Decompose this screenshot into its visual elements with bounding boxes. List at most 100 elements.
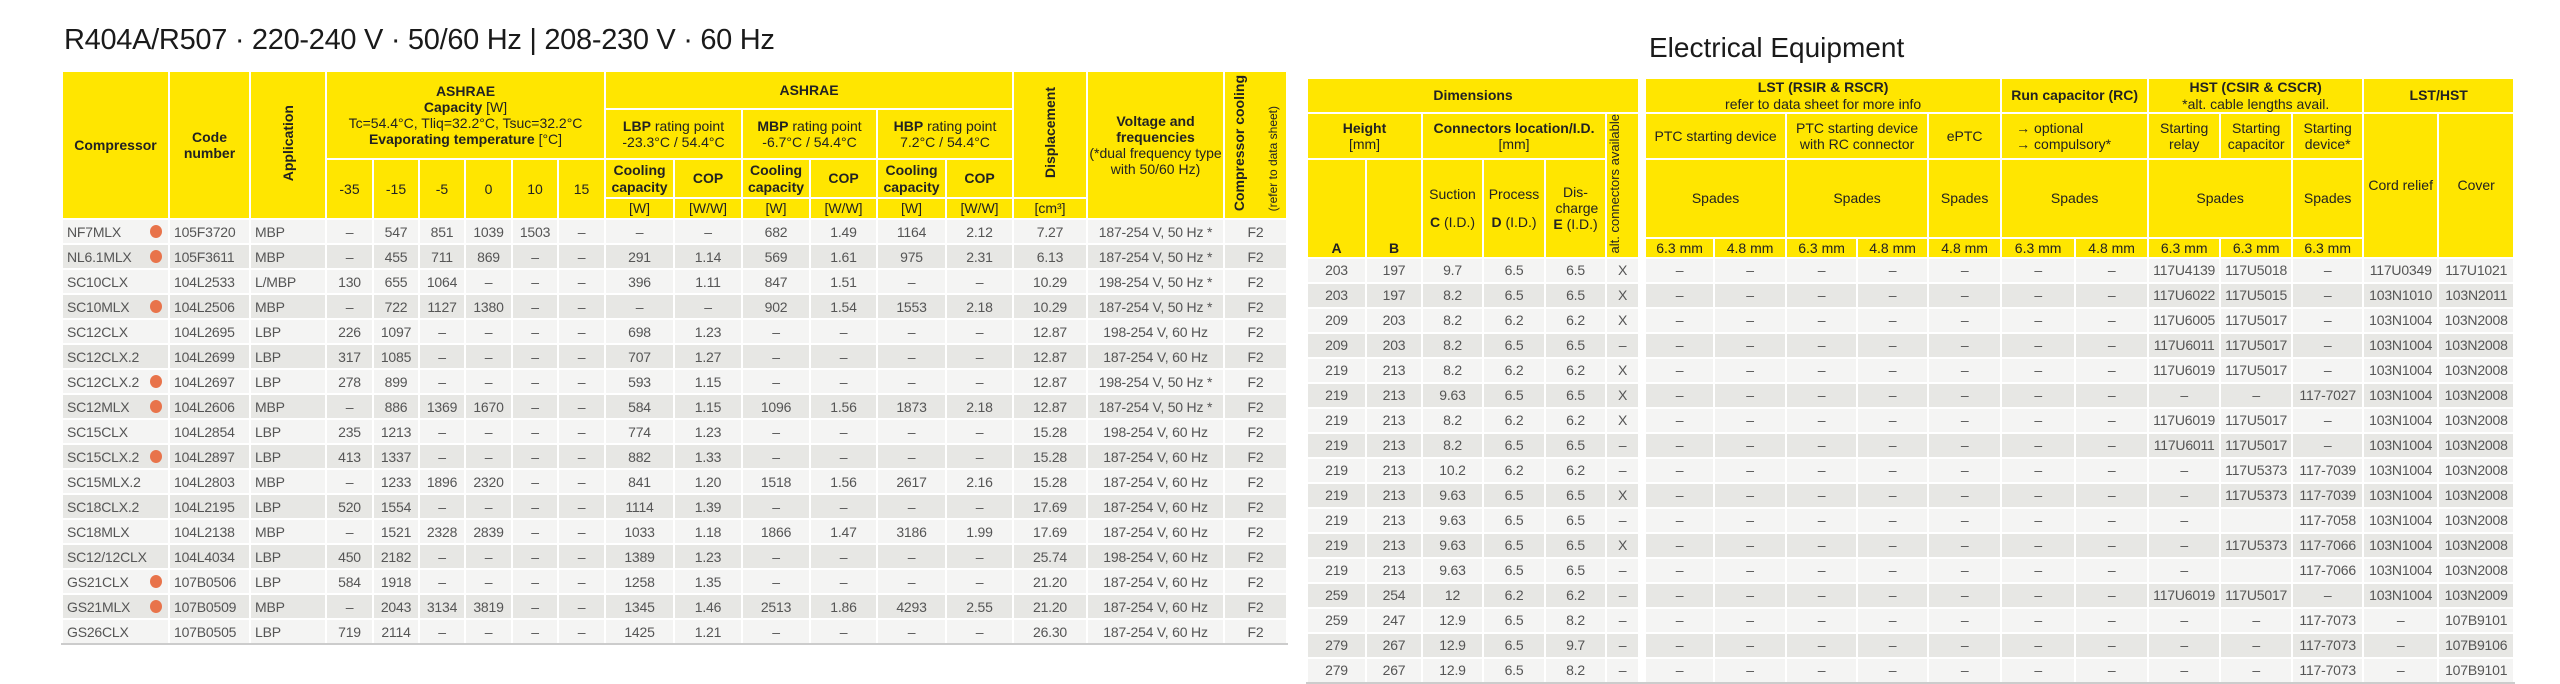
hbp-capacity: –	[876, 618, 948, 645]
unit-w: [W]	[876, 197, 948, 220]
ptc-6-3: –	[1644, 556, 1716, 584]
cover: 103N2008	[2437, 506, 2516, 534]
code-number: 104L2138	[168, 518, 251, 545]
process-d: 6.5	[1482, 281, 1546, 309]
cap-10: –	[511, 593, 559, 620]
ptc-rc-6-3: –	[1785, 431, 1859, 459]
ptc-rc-4-8: –	[1856, 356, 1930, 384]
electrical-rows: 203 197 9.7 6.5 6.5 X – – – – – – –117U4139 117U5018–…	[1306, 256, 2516, 684]
cord-relief: 117U0349	[2362, 256, 2440, 284]
cap-minus5: 2328	[418, 518, 466, 545]
lbp-cop: 1.21	[673, 618, 744, 645]
height-b: 213	[1365, 431, 1423, 459]
voltage: 187-254 V, 60 Hz	[1086, 443, 1226, 470]
cover: 103N2008	[2437, 306, 2516, 334]
cover: 103N2011	[2437, 281, 2516, 309]
compressor-cell: NL6.1MLX	[61, 243, 170, 270]
lbp-cop: 1.18	[673, 518, 744, 545]
cover: 103N2008	[2437, 531, 2516, 559]
cap-15: –	[556, 243, 607, 270]
eptc-4-8: –	[1927, 656, 2003, 684]
mbp-capacity: –	[741, 368, 812, 395]
ptc-4-8: –	[1713, 556, 1788, 584]
discharge-e: 6.2	[1544, 356, 1607, 384]
lbp-capacity: –	[604, 218, 676, 245]
cap-0: 1670	[464, 393, 513, 420]
displacement: 10.29	[1012, 293, 1089, 320]
compressor-cooling: F2	[1223, 368, 1289, 395]
ptc-6-3: –	[1644, 281, 1716, 309]
cap-0: –	[464, 318, 513, 345]
alt-connectors: –	[1604, 656, 1641, 684]
header-6-3mm: 6.3 mm	[2219, 236, 2294, 259]
hbp-cop: 2.55	[945, 593, 1015, 620]
code-number: 104L2195	[168, 493, 251, 520]
height-a: 259	[1306, 606, 1367, 634]
cap-15: –	[556, 443, 607, 470]
cap-0: –	[464, 618, 513, 645]
compressor-name: SC15CLX.2	[67, 448, 140, 465]
application: LBP	[249, 568, 327, 595]
starting-capacitor: 117U5017	[2219, 356, 2294, 384]
application: LBP	[249, 443, 327, 470]
ptc-rc-4-8: –	[1856, 606, 1930, 634]
application: LBP	[249, 368, 327, 395]
header-6-3mm: 6.3 mm	[1644, 236, 1716, 259]
unit-ww: [W/W]	[945, 197, 1015, 220]
compressor-cooling: F2	[1223, 543, 1289, 570]
displacement: 6.13	[1012, 243, 1089, 270]
cap-0: 2839	[464, 518, 513, 545]
code-number: 105F3720	[168, 218, 251, 245]
hbp-cop: –	[945, 443, 1015, 470]
lbp-cop: 1.23	[673, 418, 744, 445]
spacer	[1639, 307, 1646, 333]
application: LBP	[249, 343, 327, 370]
height-b: 213	[1365, 381, 1423, 409]
table-row: 219 213 9.63 6.5 6.5 X – – – – – – – – –117-7027 103N10…	[1306, 381, 2516, 409]
hbp-cop: –	[945, 418, 1015, 445]
cap-minus5: –	[418, 418, 466, 445]
starting-relay: 117U6005	[2147, 306, 2222, 334]
header-compressor: Compressor	[61, 70, 170, 220]
discharge-e: 6.5	[1544, 331, 1607, 359]
mbp-cop: 1.56	[809, 393, 879, 420]
code-number: 104L4034	[168, 543, 251, 570]
header-spades: Spades	[1927, 158, 2003, 239]
cap-15: –	[556, 493, 607, 520]
voltage: 198-254 V, 50 Hz *	[1086, 268, 1226, 295]
header-temp: 15	[556, 158, 607, 220]
spacer	[1639, 482, 1646, 508]
height-a: 279	[1306, 631, 1367, 659]
displacement: 12.87	[1012, 393, 1089, 420]
suction-c: 12	[1421, 581, 1484, 609]
table-row: 219 213 8.2 6.2 6.2 X – – – – – – –117U6019 117U5017–…	[1306, 356, 2516, 384]
mbp-capacity: 847	[741, 268, 812, 295]
cap-10: –	[511, 268, 559, 295]
compressor-cell: SC12/12CLX	[61, 543, 170, 570]
spacer	[1639, 432, 1646, 458]
displacement: 12.87	[1012, 343, 1089, 370]
compressor-name: SC12CLX.2	[67, 373, 140, 390]
cap-minus35: –	[325, 593, 374, 620]
application: MBP	[249, 218, 327, 245]
height-b: 213	[1365, 481, 1423, 509]
compressor-cell: GS26CLX	[61, 618, 170, 645]
alt-connectors: –	[1604, 581, 1641, 609]
eptc-4-8: –	[1927, 356, 2003, 384]
code-number: 105F3611	[168, 243, 251, 270]
ptc-rc-6-3: –	[1785, 331, 1859, 359]
lbp-capacity: 1114	[604, 493, 676, 520]
cover: 103N2008	[2437, 456, 2516, 484]
compressor-rows: NF7MLX 105F3720 MBP –547 851 1039 1503– – –682 1.…	[61, 218, 1289, 645]
ptc-rc-6-3: –	[1785, 356, 1859, 384]
height-a: 209	[1306, 306, 1367, 334]
lbp-cop: –	[673, 293, 744, 320]
ptc-4-8: –	[1713, 631, 1788, 659]
compressor-name: SC18CLX.2	[67, 498, 140, 515]
compressor-name: NF7MLX	[67, 223, 122, 240]
alt-connectors: X	[1604, 481, 1641, 509]
mbp-cop: –	[809, 343, 879, 370]
voltage: 187-254 V, 60 Hz	[1086, 568, 1226, 595]
compressor-cooling: F2	[1223, 343, 1289, 370]
application: LBP	[249, 543, 327, 570]
